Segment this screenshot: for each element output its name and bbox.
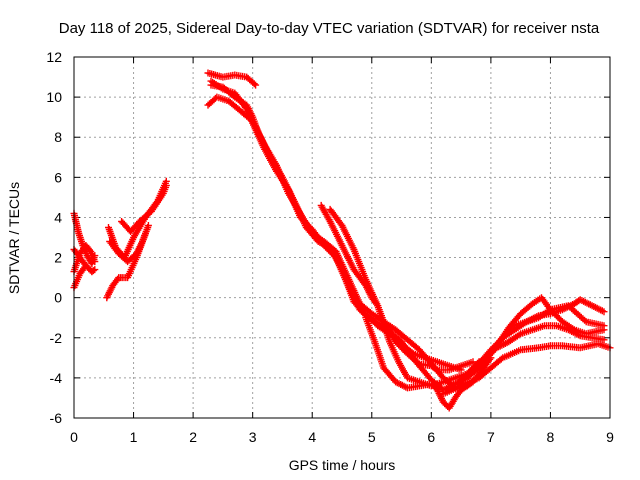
x-tick-label: 2 — [189, 429, 197, 445]
data-layer — [70, 69, 614, 412]
series-markers — [326, 205, 477, 374]
x-tick-label: 6 — [427, 429, 435, 445]
series-markers — [118, 181, 170, 235]
series-track-14 — [326, 205, 477, 374]
y-tick-label: 8 — [54, 129, 62, 145]
y-tick-label: 2 — [54, 250, 62, 266]
y-tick-label: 0 — [54, 290, 62, 306]
x-tick-label: 5 — [368, 429, 376, 445]
x-tick-label: 3 — [249, 429, 257, 445]
y-tick-label: 12 — [46, 49, 62, 65]
x-axis-label: GPS time / hours — [289, 457, 396, 473]
x-tick-label: 1 — [130, 429, 138, 445]
series-markers — [469, 322, 608, 372]
x-tick-label: 0 — [70, 429, 78, 445]
series-track-20 — [469, 322, 608, 372]
series-track-8 — [106, 222, 152, 266]
y-tick-label: 6 — [54, 169, 62, 185]
y-tick-label: -4 — [50, 370, 63, 386]
series-track-9 — [204, 69, 260, 89]
series-markers — [106, 222, 152, 266]
series-track-6 — [118, 181, 170, 235]
series-markers — [204, 69, 260, 89]
series-markers — [362, 314, 495, 412]
x-tick-label: 4 — [308, 429, 316, 445]
series-track-16 — [439, 340, 614, 398]
y-tick-label: -6 — [50, 410, 63, 426]
y-axis-label: SDTVAR / TECUs — [6, 182, 22, 294]
y-tick-label: 10 — [46, 89, 62, 105]
y-tick-label: 4 — [54, 209, 62, 225]
chart-title: Day 118 of 2025, Sidereal Day-to-day VTE… — [59, 20, 600, 37]
plot-frame — [73, 56, 611, 419]
x-tick-label: 9 — [606, 429, 614, 445]
x-tick-label: 7 — [487, 429, 495, 445]
series-markers — [439, 340, 614, 398]
x-tick-label: 8 — [547, 429, 555, 445]
series-track-15 — [362, 314, 495, 412]
y-tick-label: -2 — [50, 330, 63, 346]
